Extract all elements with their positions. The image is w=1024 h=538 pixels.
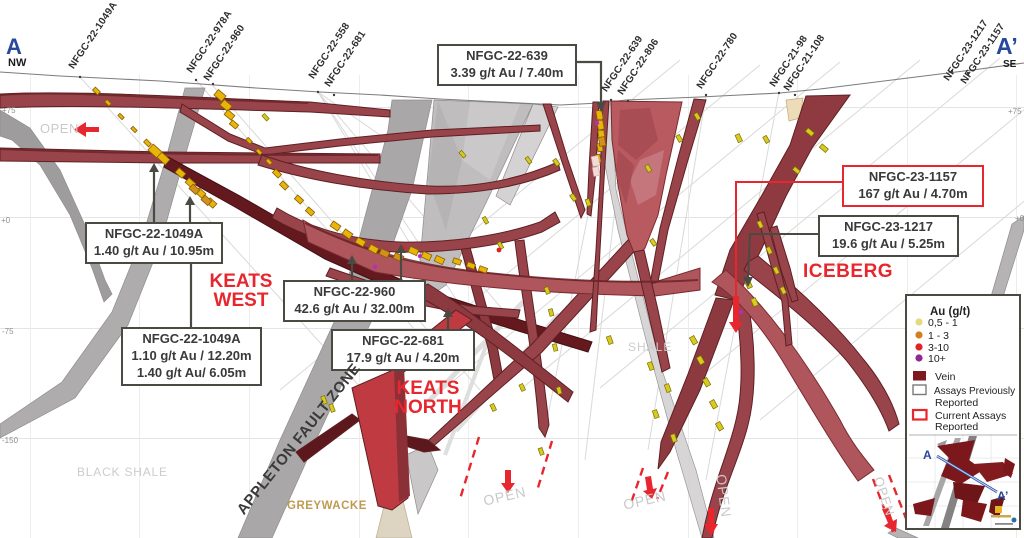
svg-text:Current Assays: Current Assays <box>935 410 1006 422</box>
svg-text:0,5 - 1: 0,5 - 1 <box>928 317 958 329</box>
svg-text:Vein: Vein <box>935 371 956 383</box>
svg-text:1 - 3: 1 - 3 <box>928 330 949 342</box>
svg-text:Assays Previously: Assays Previously <box>934 386 1015 397</box>
svg-text:A’: A’ <box>997 489 1008 503</box>
svg-text:A: A <box>923 448 932 462</box>
svg-text:10+: 10+ <box>928 353 946 365</box>
svg-text:3-10: 3-10 <box>928 342 949 354</box>
svg-text:Reported: Reported <box>935 397 978 409</box>
svg-text:Reported: Reported <box>935 421 978 433</box>
svg-text:Au (g/t): Au (g/t) <box>930 306 970 318</box>
